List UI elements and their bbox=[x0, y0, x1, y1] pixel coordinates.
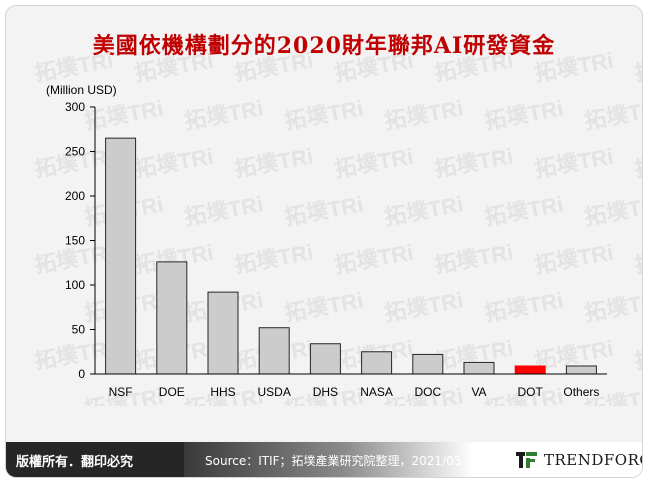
y-tick-label: 150 bbox=[65, 234, 85, 248]
bar-doe bbox=[156, 261, 188, 375]
x-tick-label: NASA bbox=[360, 385, 393, 399]
watermark-text: 拓墣TRi bbox=[283, 288, 366, 326]
watermark-text: 拓墣TRi bbox=[583, 288, 642, 326]
watermark-text: 拓墣TRi bbox=[233, 144, 316, 182]
bar-va bbox=[463, 361, 495, 375]
watermark-text: 拓墣TRi bbox=[533, 48, 616, 86]
bar-hhs bbox=[207, 291, 239, 375]
trendforce-wordmark: TRENDFORCE bbox=[544, 451, 642, 469]
watermark-text: 拓墣TRi bbox=[383, 192, 466, 230]
x-tick-label: HHS bbox=[210, 385, 235, 399]
bar-others bbox=[565, 365, 597, 375]
bar-dot bbox=[514, 365, 546, 375]
watermark-text: 拓墣TRi bbox=[583, 96, 642, 134]
y-axis-unit-label: (Million USD) bbox=[46, 83, 117, 97]
bar-usda bbox=[258, 327, 290, 375]
chart-title: 美國依機構劃分的2020財年聯邦AI研發資金 bbox=[92, 33, 556, 59]
y-tick-label: 200 bbox=[65, 189, 85, 203]
footer-bar: 版權所有．翻印必究 Source：ITIF；拓墣產業研究院整理，2021/03 … bbox=[6, 442, 642, 477]
watermark-text: 拓墣TRi bbox=[183, 192, 266, 230]
x-tick-label: DOT bbox=[518, 385, 544, 399]
bar-chart: 拓墣TRi 拓墣TRi 拓墣TRi 拓墣TRi 拓墣TRi 拓墣TRi 拓墣TRi 拓墣TRi… bbox=[33, 48, 642, 406]
watermark-text: 拓墣TRi bbox=[33, 48, 116, 86]
source-text: Source：ITIF；拓墣產業研究院整理，2021/03 bbox=[205, 454, 462, 468]
x-tick-label: DOC bbox=[414, 385, 441, 399]
trendforce-mark-icon bbox=[516, 452, 537, 468]
slide-frame: 美國依機構劃分的2020財年聯邦AI研發資金 拓墣TRi 拓墣TRi 拓墣TRi 拓墣… bbox=[6, 6, 642, 477]
x-tick-label: VA bbox=[471, 385, 486, 399]
y-tick-label: 250 bbox=[65, 145, 85, 159]
watermark-text: 拓墣TRi bbox=[483, 288, 566, 326]
watermark-text: 拓墣TRi bbox=[583, 192, 642, 230]
y-tick-label: 50 bbox=[72, 323, 86, 337]
y-tick-label: 0 bbox=[78, 367, 85, 381]
watermark-text: 拓墣TRi bbox=[533, 144, 616, 182]
watermark-text: 拓墣TRi bbox=[533, 240, 616, 278]
bar-nasa bbox=[361, 351, 393, 375]
watermark-text: 拓墣TRi bbox=[333, 240, 416, 278]
watermark-text: 拓墣TRi bbox=[633, 336, 642, 374]
watermark-text: 拓墣TRi bbox=[283, 96, 366, 134]
watermark-text: 拓墣TRi bbox=[233, 240, 316, 278]
watermark-text: 拓墣TRi bbox=[233, 48, 316, 86]
watermark-text: 拓墣TRi bbox=[333, 144, 416, 182]
watermark-text: 拓墣TRi bbox=[483, 192, 566, 230]
watermark-text: 拓墣TRi bbox=[133, 48, 216, 86]
trendforce-logo: TRENDFORCE bbox=[516, 450, 642, 470]
watermark-text: 拓墣TRi bbox=[433, 240, 516, 278]
watermark-text: 拓墣TRi bbox=[183, 96, 266, 134]
watermark-text: 拓墣TRi bbox=[433, 48, 516, 86]
watermark-text: 拓墣TRi bbox=[633, 144, 642, 182]
watermark-text: 拓墣TRi bbox=[633, 240, 642, 278]
x-tick-label: USDA bbox=[258, 385, 291, 399]
bar-nsf bbox=[105, 137, 137, 375]
watermark-text: 拓墣TRi bbox=[383, 288, 466, 326]
copyright-text: 版權所有．翻印必究 bbox=[16, 455, 134, 470]
watermark-text: 拓墣TRi bbox=[283, 192, 366, 230]
watermark-text: 拓墣TRi bbox=[383, 96, 466, 134]
watermark-text: 拓墣TRi bbox=[133, 144, 216, 182]
watermark-text: 拓墣TRi bbox=[483, 96, 566, 134]
bar-dhs bbox=[309, 343, 341, 375]
bar-doc bbox=[412, 353, 444, 375]
x-tick-label: Others bbox=[563, 385, 599, 399]
x-tick-label: NSF bbox=[109, 385, 133, 399]
watermark-text: 拓墣TRi bbox=[633, 48, 642, 86]
y-tick-label: 300 bbox=[65, 100, 85, 114]
watermark-text: 拓墣TRi bbox=[33, 336, 116, 374]
y-tick-label: 100 bbox=[65, 278, 85, 292]
x-tick-label: DOE bbox=[159, 385, 185, 399]
watermark-text: 拓墣TRi bbox=[433, 144, 516, 182]
watermark-text: 拓墣TRi bbox=[333, 48, 416, 86]
x-tick-label: DHS bbox=[313, 385, 338, 399]
